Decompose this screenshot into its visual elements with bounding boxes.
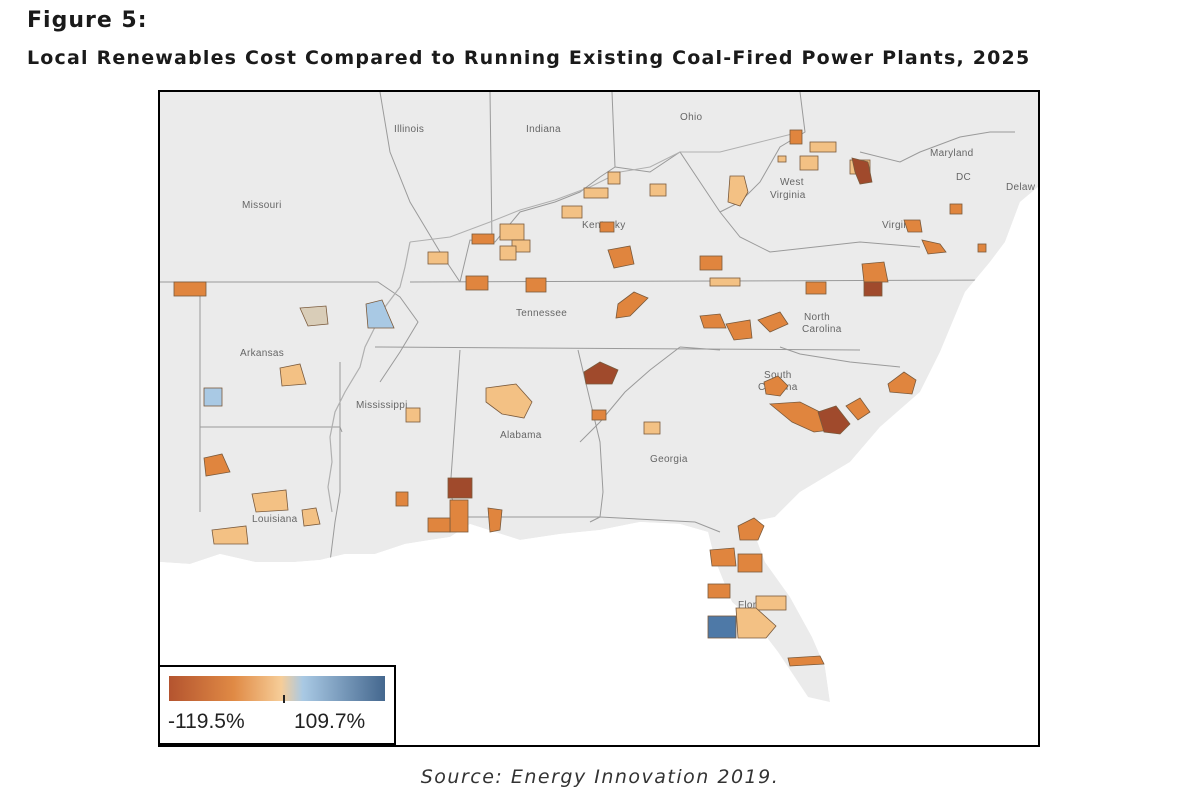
state-label-carolina-nc: Carolina — [802, 324, 842, 335]
plant-county — [599, 221, 615, 233]
land-mass — [160, 92, 1038, 702]
plant-county — [949, 203, 963, 215]
state-label-missouri: Missouri — [242, 200, 282, 211]
plant-county — [903, 219, 923, 233]
plant-county — [799, 155, 819, 171]
plant-county — [615, 291, 649, 319]
state-label-virginia: Virginia — [882, 220, 918, 231]
plant-county — [787, 655, 825, 667]
legend-min-label: -119.5% — [168, 710, 245, 733]
plant-county — [707, 583, 731, 599]
plant-county — [583, 361, 619, 385]
plant-county — [607, 245, 635, 269]
plant-county — [485, 383, 533, 419]
legend-zero-tick — [283, 695, 285, 703]
state-label-delaware: Delaw — [1006, 182, 1036, 193]
plant-county — [487, 507, 503, 533]
plant-county — [643, 421, 661, 435]
state-label-west: West — [780, 177, 804, 188]
atlantic-ocean — [750, 187, 1038, 745]
plant-county — [763, 375, 789, 397]
state-label-florida: Florida — [738, 600, 771, 611]
plant-county — [427, 251, 449, 265]
map-frame: Illinois Indiana Ohio Missouri West Virg… — [158, 90, 1040, 747]
plant-county — [845, 397, 871, 421]
plant-county — [173, 281, 207, 297]
state-label-illinois: Illinois — [394, 124, 424, 135]
plant-county — [405, 407, 421, 423]
legend-max-label: 109.7% — [294, 710, 366, 733]
plant-county — [921, 239, 947, 255]
state-label-indiana: Indiana — [526, 124, 561, 135]
mississippi-river — [327, 241, 411, 513]
plant-county — [777, 155, 787, 163]
plant-county — [299, 305, 329, 327]
map-legend: -119.5% 109.7% — [158, 665, 396, 745]
plant-county — [709, 547, 737, 567]
state-label-georgia: Georgia — [650, 454, 688, 465]
plant-county — [727, 175, 749, 207]
state-label-ohio: Ohio — [680, 112, 702, 123]
state-label-alabama: Alabama — [500, 430, 542, 441]
plant-county — [607, 171, 621, 185]
plant-county — [471, 233, 495, 245]
plant-county — [591, 409, 607, 421]
plant-county — [499, 223, 525, 241]
plant-county — [251, 489, 289, 513]
plant-county — [525, 277, 547, 293]
plant-county — [649, 183, 667, 197]
plant-county — [301, 507, 321, 527]
plant-county — [725, 319, 753, 341]
plant-county — [977, 243, 987, 253]
plant-county — [735, 607, 777, 639]
plant-county — [887, 371, 917, 395]
plant-county — [499, 245, 517, 261]
plant-county — [699, 313, 727, 329]
plant-county — [737, 553, 763, 573]
plant-county — [427, 517, 451, 533]
plant-county — [211, 525, 249, 545]
plant-county — [699, 255, 723, 271]
southeast-us-map: Illinois Indiana Ohio Missouri West Virg… — [160, 92, 1038, 745]
figure-title: Local Renewables Cost Compared to Runnin… — [27, 47, 1031, 69]
state-label-virginia-wv: Virginia — [770, 190, 806, 201]
power-plant-counties — [173, 129, 987, 667]
plant-county — [465, 275, 489, 291]
source-note: Source: Energy Innovation 2019. — [420, 766, 780, 788]
plant-county — [805, 281, 827, 295]
state-label-dc: DC — [956, 172, 971, 183]
plant-county — [583, 187, 609, 199]
plant-county — [709, 277, 741, 287]
state-label-south: South — [764, 370, 792, 381]
plant-county — [817, 405, 851, 435]
figure-label: Figure 5: — [27, 8, 148, 33]
plant-county — [737, 517, 765, 541]
ohio-river — [409, 131, 801, 243]
plant-county — [561, 205, 583, 219]
plant-county — [449, 499, 469, 533]
state-label-maryland: Maryland — [930, 148, 974, 159]
plant-county — [755, 595, 787, 611]
plant-county — [861, 261, 889, 283]
plant-county — [203, 387, 223, 407]
legend-color-bar — [169, 676, 385, 701]
plant-county — [365, 299, 395, 329]
plant-county — [757, 311, 789, 333]
plant-county — [447, 477, 473, 499]
plant-county — [707, 615, 737, 639]
plant-county — [203, 453, 231, 477]
state-label-mississippi: Mississippi — [356, 400, 408, 411]
state-label-tennessee: Tennessee — [516, 308, 567, 319]
plant-county — [279, 363, 307, 387]
plant-county — [863, 281, 883, 297]
plant-county — [395, 491, 409, 507]
plant-county — [789, 129, 803, 145]
state-label-arkansas: Arkansas — [240, 348, 284, 359]
plant-county — [851, 157, 873, 185]
plant-county — [809, 141, 837, 153]
state-label-north: North — [804, 312, 830, 323]
state-label-louisiana: Louisiana — [252, 514, 298, 525]
